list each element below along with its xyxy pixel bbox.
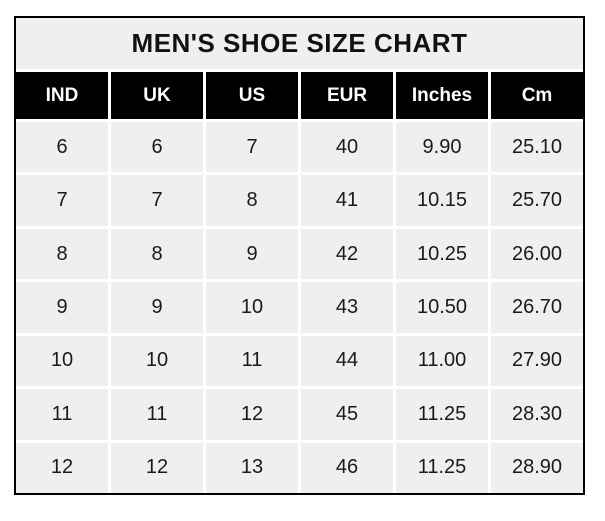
table-cell: 25.70 bbox=[491, 175, 583, 226]
table-cell: 25.10 bbox=[491, 122, 583, 173]
table-cell: 11.25 bbox=[396, 389, 488, 440]
table-cell: 9.90 bbox=[396, 122, 488, 173]
table-cell: 7 bbox=[111, 175, 203, 226]
table-cell: 11 bbox=[206, 335, 298, 387]
table-cell: 43 bbox=[301, 282, 393, 333]
table-cell: 9 bbox=[111, 282, 203, 333]
table-cell: 41 bbox=[301, 175, 393, 226]
table-cell: 7 bbox=[16, 175, 108, 226]
table-cell: 10.15 bbox=[396, 175, 488, 226]
table-cell: 12 bbox=[16, 442, 108, 493]
table-cell: 8 bbox=[111, 228, 203, 280]
table-cell: 11.25 bbox=[396, 442, 488, 493]
table-cell: 13 bbox=[206, 442, 298, 493]
table-cell: 44 bbox=[301, 335, 393, 387]
column-header-inches: Inches bbox=[396, 72, 488, 119]
table-cell: 10.25 bbox=[396, 228, 488, 280]
table-cell: 6 bbox=[16, 122, 108, 173]
table-cell: 26.70 bbox=[491, 282, 583, 333]
size-table: MEN'S SHOE SIZE CHART IND UK US EUR Inch… bbox=[16, 18, 583, 493]
column-header-us: US bbox=[206, 72, 298, 119]
table-cell: 28.90 bbox=[491, 442, 583, 493]
table-cell: 28.30 bbox=[491, 389, 583, 440]
table-cell: 7 bbox=[206, 122, 298, 173]
table-cell: 8 bbox=[206, 175, 298, 226]
table-cell: 9 bbox=[16, 282, 108, 333]
table-cell: 9 bbox=[206, 228, 298, 280]
column-header-cm: Cm bbox=[491, 72, 583, 119]
table-cell: 11 bbox=[16, 389, 108, 440]
table-cell: 10 bbox=[111, 335, 203, 387]
table-cell: 8 bbox=[16, 228, 108, 280]
table-cell: 46 bbox=[301, 442, 393, 493]
table-cell: 12 bbox=[111, 442, 203, 493]
column-header-ind: IND bbox=[16, 72, 108, 119]
table-cell: 10 bbox=[16, 335, 108, 387]
table-cell: 45 bbox=[301, 389, 393, 440]
table-cell: 11 bbox=[111, 389, 203, 440]
table-cell: 11.00 bbox=[396, 335, 488, 387]
shoe-size-chart: MEN'S SHOE SIZE CHART IND UK US EUR Inch… bbox=[14, 16, 585, 495]
table-cell: 6 bbox=[111, 122, 203, 173]
table-cell: 10.50 bbox=[396, 282, 488, 333]
column-header-eur: EUR bbox=[301, 72, 393, 119]
table-cell: 42 bbox=[301, 228, 393, 280]
table-cell: 10 bbox=[206, 282, 298, 333]
table-cell: 26.00 bbox=[491, 228, 583, 280]
table-cell: 40 bbox=[301, 122, 393, 173]
table-cell: 12 bbox=[206, 389, 298, 440]
table-cell: 27.90 bbox=[491, 335, 583, 387]
chart-title: MEN'S SHOE SIZE CHART bbox=[16, 18, 583, 69]
column-header-uk: UK bbox=[111, 72, 203, 119]
